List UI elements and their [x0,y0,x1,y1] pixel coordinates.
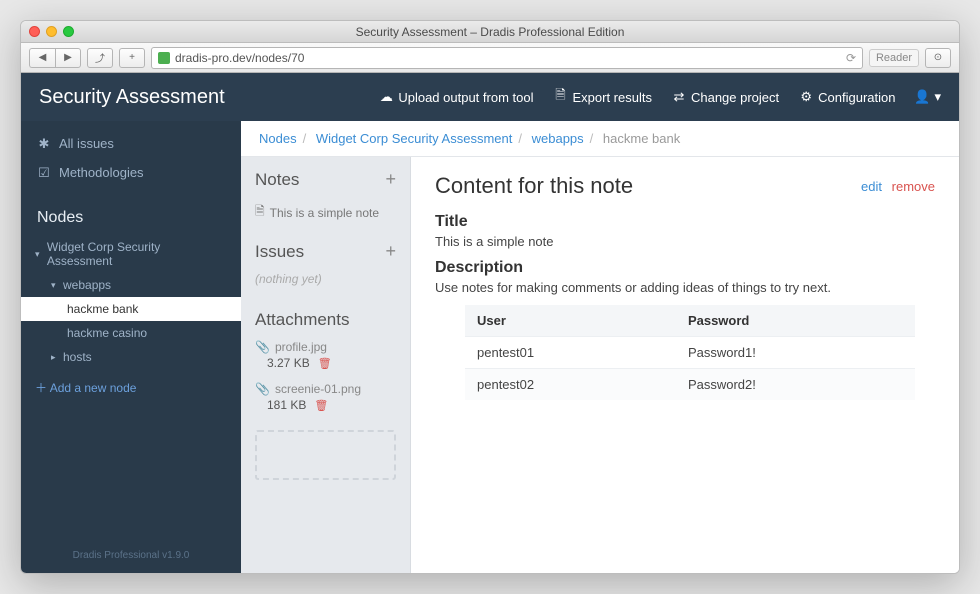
attachment-size: 3.27 KB [267,356,310,370]
version-label: Dradis Professional v1.9.0 [21,538,241,573]
caret-down-icon: ▾ [51,280,61,291]
configuration-link[interactable]: ⚙Configuration [799,90,895,105]
edit-note-link[interactable]: edit [861,179,882,194]
note-item[interactable]: 🗎This is a simple note [241,196,410,229]
mid-column: Notes + 🗎This is a simple note Issues + … [241,157,411,573]
attachment-dropzone[interactable] [255,430,396,480]
title-value: This is a simple note [435,234,935,249]
table-row: pentest01 Password1! [465,337,915,369]
share-button[interactable]: ⤴ [87,48,113,68]
detail-panel: Content for this note edit remove Title … [411,157,959,573]
paperclip-icon: 📎 [255,382,270,396]
url-bar[interactable]: dradis-pro.dev/nodes/70 ⟳ [151,47,863,69]
sidebar-methodologies[interactable]: ☑Methodologies [21,158,241,187]
content: Nodes/ Widget Corp Security Assessment/ … [241,121,959,573]
col-password: Password [676,305,915,337]
app-header: Security Assessment ☁Upload output from … [21,73,959,121]
minimize-window-icon[interactable] [46,26,57,37]
nodes-tree: ▾Widget Corp Security Assessment ▾webapp… [21,235,241,369]
export-link[interactable]: 🗎Export results [553,90,651,105]
cloud-upload-icon: ☁ [379,90,393,104]
crumb-current: hackme bank [603,131,680,146]
breadcrumb: Nodes/ Widget Corp Security Assessment/ … [241,121,959,157]
work-area: Notes + 🗎This is a simple note Issues + … [241,157,959,573]
caret-right-icon: ▸ [51,352,61,363]
upload-link[interactable]: ☁Upload output from tool [379,90,533,105]
col-user: User [465,305,676,337]
tree-item-webapps[interactable]: ▾webapps [21,273,241,297]
browser-toolbar: ◀ ▶ ⤴ + dradis-pro.dev/nodes/70 ⟳ Reader… [21,43,959,73]
tree-item-hackme-bank[interactable]: hackme bank [21,297,241,321]
caret-down-icon: ▾ [35,249,45,260]
zoom-window-icon[interactable] [63,26,74,37]
main: ✱All issues ☑Methodologies Nodes ▾Widget… [21,121,959,573]
add-tab-button[interactable]: + [119,48,145,68]
attachment-size: 181 KB [267,398,306,412]
reload-icon[interactable]: ⟳ [846,51,856,65]
gear-icon: ⚙ [799,90,813,104]
title-label: Title [435,213,935,231]
description-value: Use notes for making comments or adding … [435,280,935,295]
sidebar: ✱All issues ☑Methodologies Nodes ▾Widget… [21,121,241,573]
tree-item-root[interactable]: ▾Widget Corp Security Assessment [21,235,241,273]
attachment-row[interactable]: 📎profile.jpg [241,336,410,356]
forward-button[interactable]: ▶ [55,48,81,68]
table-row: pentest02 Password2! [465,369,915,401]
titlebar: Security Assessment – Dradis Professiona… [21,21,959,43]
crumb-root[interactable]: Widget Corp Security Assessment [316,131,513,146]
description-label: Description [435,259,935,277]
user-icon: 👤 [915,90,929,104]
issues-empty: (nothing yet) [241,268,410,298]
crumb-webapps[interactable]: webapps [532,131,584,146]
app-title: Security Assessment [39,86,225,109]
tree-item-hackme-casino[interactable]: hackme casino [21,321,241,345]
file-export-icon: 🗎 [553,90,567,104]
nodes-heading: Nodes [21,195,241,235]
traffic-lights [29,26,74,37]
credentials-table: User Password pentest01 Password1! pente… [465,305,915,400]
downloads-button[interactable]: ⊙ [925,48,951,68]
add-issue-button[interactable]: + [385,241,396,262]
change-project-link[interactable]: ⇄Change project [672,90,779,105]
issues-header: Issues + [241,229,410,268]
checklist-icon: ☑ [37,166,51,180]
delete-attachment-button[interactable]: 🗑 [314,399,328,412]
tree-item-hosts[interactable]: ▸hosts [21,345,241,369]
header-nav: ☁Upload output from tool 🗎Export results… [379,89,941,105]
sidebar-all-issues[interactable]: ✱All issues [21,129,241,158]
notes-header: Notes + [241,157,410,196]
close-window-icon[interactable] [29,26,40,37]
add-note-button[interactable]: + [385,169,396,190]
back-button[interactable]: ◀ [29,48,55,68]
file-icon: 🗎 [255,202,265,223]
paperclip-icon: 📎 [255,340,270,354]
remove-note-link[interactable]: remove [892,179,935,194]
crumb-nodes[interactable]: Nodes [259,131,297,146]
attachment-row[interactable]: 📎screenie-01.png [241,378,410,398]
browser-window: Security Assessment – Dradis Professiona… [20,20,960,574]
window-title: Security Assessment – Dradis Professiona… [21,25,959,39]
shuffle-icon: ⇄ [672,90,686,104]
user-menu[interactable]: 👤▾ [915,89,941,105]
reader-button[interactable]: Reader [869,49,919,67]
bug-icon: ✱ [37,137,51,151]
delete-attachment-button[interactable]: 🗑 [318,357,332,370]
app: Security Assessment ☁Upload output from … [21,73,959,573]
detail-heading: Content for this note [435,173,633,199]
attachments-header: Attachments [241,298,410,336]
favicon-icon [158,52,170,64]
url-text: dradis-pro.dev/nodes/70 [175,51,304,65]
add-node-button[interactable]: ＋ Add a new node [21,369,241,406]
